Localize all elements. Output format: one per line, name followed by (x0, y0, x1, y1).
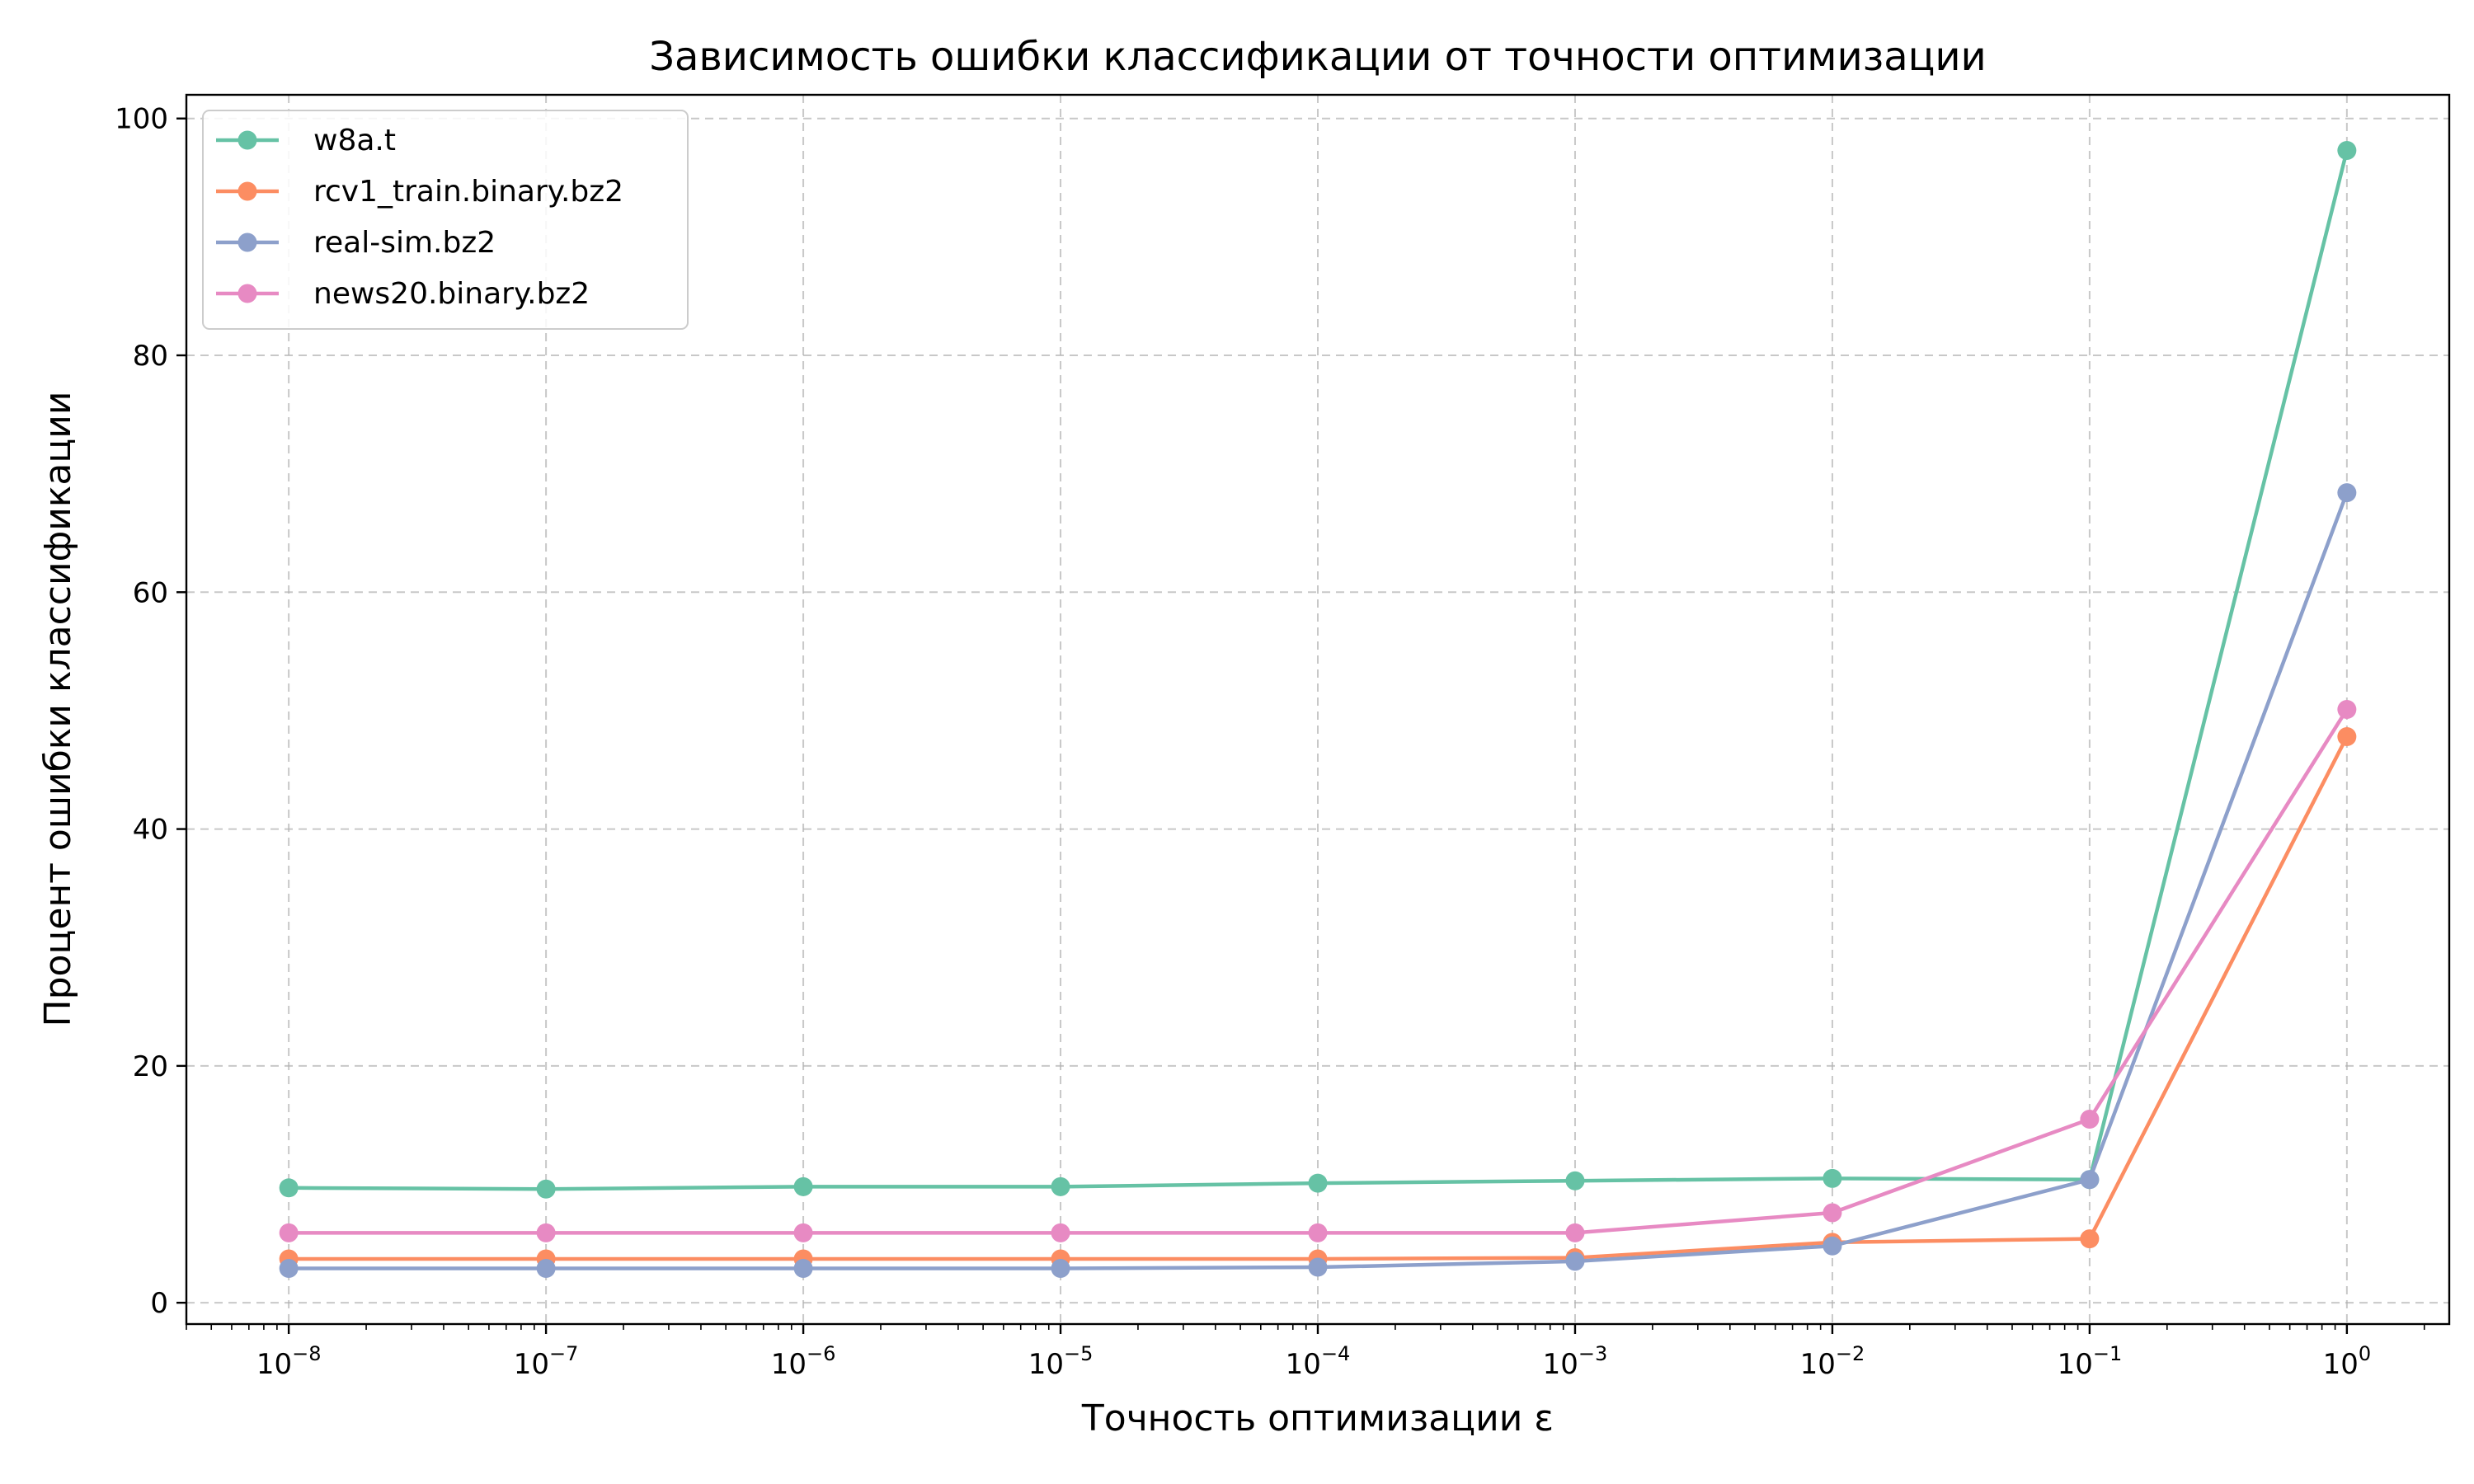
y-tick-label: 0 (150, 1287, 168, 1320)
y-tick-label: 40 (133, 814, 168, 847)
series-3-point (1565, 1252, 1585, 1271)
series-1-point (2337, 141, 2357, 161)
x-tick-label: 10−7 (514, 1342, 579, 1381)
series-1-point (279, 1178, 299, 1198)
x-tick-label: 10−6 (771, 1342, 836, 1381)
legend-marker (238, 284, 257, 303)
series-4-point (793, 1223, 813, 1242)
series-1-point (793, 1176, 813, 1196)
series-3-point (2080, 1170, 2100, 1190)
series-1-point (1051, 1176, 1070, 1196)
x-tick-label: 10−5 (1028, 1342, 1094, 1381)
legend-marker (238, 130, 257, 150)
legend-marker (238, 232, 257, 252)
legend-label: w8a.t (313, 124, 396, 157)
legend-marker (238, 181, 257, 201)
series-4-point (1565, 1223, 1585, 1242)
y-tick-label: 20 (133, 1050, 168, 1083)
legend-label: rcv1_train.binary.bz2 (313, 175, 623, 209)
series-group (279, 141, 2357, 1278)
x-tick-label: 100 (2323, 1342, 2372, 1381)
y-tick-label: 60 (133, 576, 168, 609)
x-axis-label: Точность оптимизации ε (1081, 1397, 1554, 1439)
legend: w8a.t rcv1_train.binary.bz2 real-sim.bz2 ne… (202, 110, 689, 330)
series-4-point (2337, 700, 2357, 719)
x-tick-label: 10−3 (1543, 1342, 1608, 1381)
series-1-point (1308, 1173, 1328, 1193)
series-4-point (1308, 1223, 1328, 1242)
series-4-point (1051, 1223, 1070, 1242)
series-1-point (1823, 1168, 1842, 1188)
series-3-point (1308, 1257, 1328, 1277)
series-3-point (793, 1258, 813, 1278)
series-4-point (1823, 1203, 1842, 1223)
series-4-point (2080, 1110, 2100, 1129)
y-tick-label: 100 (115, 103, 168, 136)
ticks: 10−8 10−7 10−6 10−5 10−4 10−3 10−2 10−1 100 0 20 40… (115, 103, 2425, 1381)
series-3-point (1051, 1258, 1070, 1278)
series-1-point (1565, 1171, 1585, 1190)
series-4-point (279, 1223, 299, 1242)
x-tick-label: 10−1 (2058, 1342, 2123, 1381)
y-tick-label: 80 (133, 340, 168, 373)
series-3-point (1823, 1236, 1842, 1256)
series-3-point (2337, 483, 2357, 503)
x-tick-label: 10−2 (1800, 1342, 1865, 1381)
series-3-point (279, 1258, 299, 1278)
series-2-point (2080, 1229, 2100, 1249)
legend-box (202, 110, 689, 330)
legend-label: news20.binary.bz2 (313, 277, 590, 311)
series-2-point (2337, 727, 2357, 747)
series-3-point (536, 1258, 556, 1278)
x-tick-label: 10−8 (256, 1342, 322, 1381)
x-tick-label: 10−4 (1286, 1342, 1351, 1381)
legend-label: real-sim.bz2 (313, 226, 496, 260)
series-4-point (536, 1223, 556, 1242)
y-axis-label: Процент ошибки классификации (37, 392, 79, 1027)
chart-title: Зависимость ошибки классификации от точн… (649, 34, 1986, 80)
series-1-point (536, 1179, 556, 1199)
